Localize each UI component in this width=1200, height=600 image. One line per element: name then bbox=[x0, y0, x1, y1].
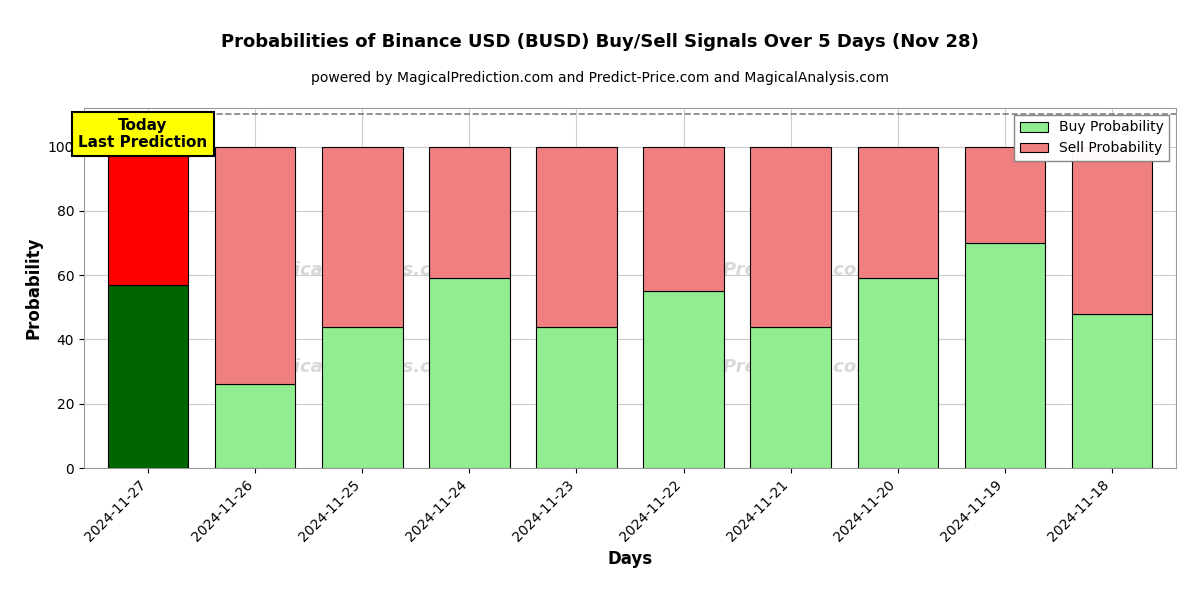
Legend: Buy Probability, Sell Probability: Buy Probability, Sell Probability bbox=[1014, 115, 1169, 161]
Text: powered by MagicalPrediction.com and Predict-Price.com and MagicalAnalysis.com: powered by MagicalPrediction.com and Pre… bbox=[311, 71, 889, 85]
Bar bbox=[108, 285, 188, 468]
Bar bbox=[858, 278, 937, 468]
Text: MagicalPrediction.com: MagicalPrediction.com bbox=[646, 358, 876, 376]
Bar bbox=[858, 146, 937, 278]
Bar bbox=[215, 146, 295, 385]
Bar bbox=[430, 278, 510, 468]
Bar bbox=[643, 291, 724, 468]
Y-axis label: Probability: Probability bbox=[24, 237, 42, 339]
Text: Probabilities of Binance USD (BUSD) Buy/Sell Signals Over 5 Days (Nov 28): Probabilities of Binance USD (BUSD) Buy/… bbox=[221, 33, 979, 51]
Bar bbox=[750, 146, 830, 326]
Bar bbox=[1072, 146, 1152, 314]
Bar bbox=[536, 146, 617, 326]
Text: Today
Last Prediction: Today Last Prediction bbox=[78, 118, 208, 150]
Bar bbox=[965, 243, 1045, 468]
Text: MagicalAnalysis.com: MagicalAnalysis.com bbox=[252, 261, 462, 279]
Bar bbox=[643, 146, 724, 291]
Bar bbox=[215, 385, 295, 468]
Bar bbox=[1072, 314, 1152, 468]
Bar bbox=[536, 326, 617, 468]
Bar bbox=[323, 326, 402, 468]
Bar bbox=[430, 146, 510, 278]
Text: MagicalAnalysis.com: MagicalAnalysis.com bbox=[252, 358, 462, 376]
Bar bbox=[108, 146, 188, 285]
Text: MagicalPrediction.com: MagicalPrediction.com bbox=[646, 261, 876, 279]
Bar bbox=[965, 146, 1045, 243]
Bar bbox=[750, 326, 830, 468]
Bar bbox=[323, 146, 402, 326]
X-axis label: Days: Days bbox=[607, 550, 653, 568]
